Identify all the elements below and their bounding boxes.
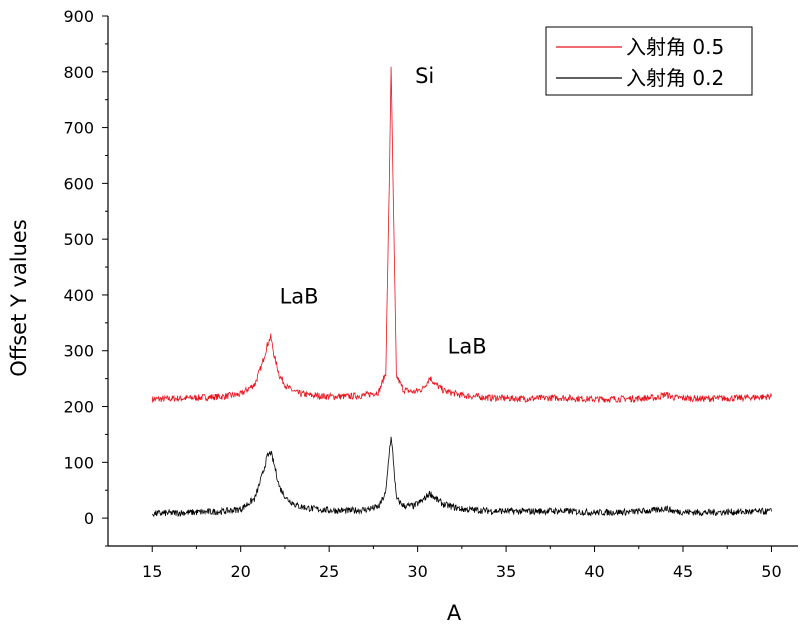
legend-box [545,26,753,96]
plot-area [151,66,772,518]
legend-label-series-2: 入射角 0.2 [626,66,724,90]
x-axis-title: A [447,601,462,625]
y-tick-label: 0 [84,509,94,528]
x-ticks: 15 20 25 30 35 40 45 50 [142,546,782,581]
x-tick-label: 50 [761,562,781,581]
legend: 入射角 0.5 入射角 0.2 [545,26,753,96]
x-tick-label: 40 [584,562,604,581]
y-tick-label: 700 [63,119,94,138]
series-line-2 [152,436,772,518]
annotations: Si LaB LaB [280,64,487,359]
x-tick-label: 45 [673,562,693,581]
y-ticks: 0 100 200 300 400 500 600 700 800 900 [63,7,108,547]
peak-annotation: LaB [280,284,319,308]
y-tick-label: 900 [63,7,94,26]
peak-annotation: Si [415,64,434,88]
series-line-1 [151,66,772,404]
y-axis-title: Offset Y values [7,219,31,377]
legend-label-series-1: 入射角 0.5 [626,35,724,59]
x-tick-label: 25 [319,562,339,581]
y-tick-label: 300 [63,342,94,361]
peak-annotation: LaB [448,335,487,359]
y-tick-label: 500 [63,230,94,249]
x-tick-label: 15 [142,562,162,581]
x-tick-label: 35 [496,562,516,581]
y-tick-label: 600 [63,174,94,193]
y-tick-label: 400 [63,286,94,305]
y-tick-label: 200 [63,398,94,417]
y-tick-label: 800 [63,63,94,82]
x-tick-label: 30 [407,562,427,581]
x-tick-label: 20 [231,562,251,581]
y-tick-label: 100 [63,453,94,472]
